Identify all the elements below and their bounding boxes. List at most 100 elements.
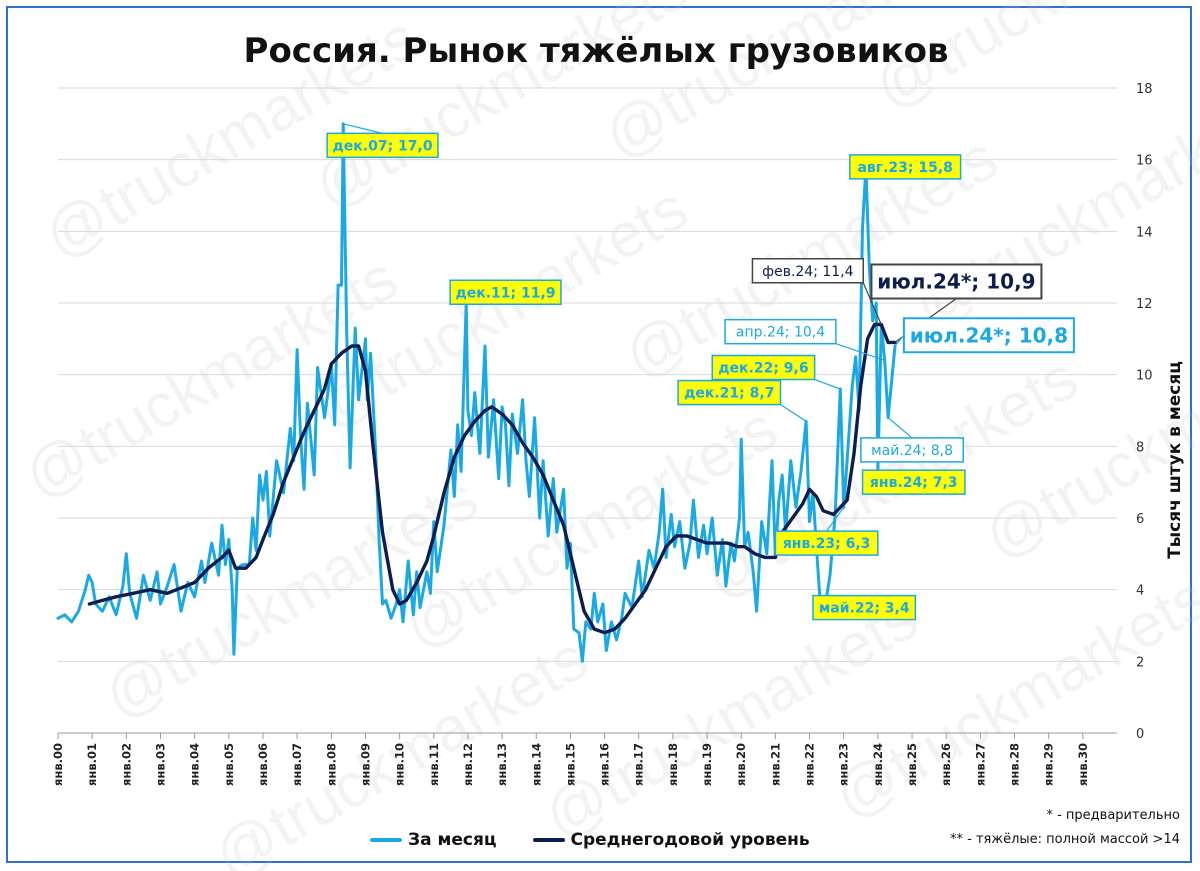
annotation-9: апр.24; 10,4 <box>724 318 885 361</box>
legend-swatch-average <box>532 838 565 842</box>
annotation-text-6: май.22; 3,4 <box>819 601 910 617</box>
annotation-4: дек.21; 8,7 <box>677 379 807 422</box>
x-tick-label-2: янв.02 <box>119 743 133 786</box>
annotation-text-1: дек.11; 11,9 <box>455 285 555 301</box>
x-tick-label-7: янв.07 <box>290 743 304 786</box>
series-layer <box>56 122 897 663</box>
annotation-12: июл.24*; 10,8 <box>894 317 1075 354</box>
x-tick-label-1: янв.01 <box>85 743 99 786</box>
annotation-box-3 <box>711 354 816 381</box>
x-tick-label-25: янв.25 <box>905 743 919 786</box>
annotation-box-8 <box>860 437 964 463</box>
x-tick-label-24: янв.24 <box>871 743 885 786</box>
annotation-1: дек.11; 11,9 <box>449 279 562 305</box>
annotation-text-4: дек.21; 8,7 <box>684 386 774 402</box>
x-tick-label-15: янв.15 <box>563 743 577 786</box>
annotation-text-8: май.24; 8,8 <box>871 443 953 459</box>
y-tick-label-9: 18 <box>1136 82 1153 97</box>
annotation-leader-10 <box>862 282 882 325</box>
chart-title: Россия. Рынок тяжёлых грузовиков <box>244 31 949 71</box>
x-tick-label-5: янв.05 <box>222 743 236 786</box>
x-tick-label-11: янв.11 <box>427 743 441 786</box>
x-tick-label-14: янв.14 <box>529 743 543 786</box>
x-tick-label-4: янв.04 <box>188 743 202 786</box>
annotation-10: фев.24; 11,4 <box>751 258 882 325</box>
annotation-leader-5 <box>826 506 845 532</box>
x-tick-label-19: янв.19 <box>700 743 714 786</box>
footnote-preliminary: * - предварительно <box>1046 808 1180 823</box>
x-tick-label-16: янв.16 <box>598 743 612 786</box>
x-tick-label-29: янв.29 <box>1042 743 1056 786</box>
annotation-text-7: янв.24; 7,3 <box>870 475 958 491</box>
x-tick-label-6: янв.06 <box>256 743 270 786</box>
x-tick-label-18: янв.18 <box>666 743 680 786</box>
annotation-leader-3 <box>814 378 841 390</box>
axis-layer: 0 2 4 6 8 10 12 14 16 18 янв.00 янв.01 янв.02 янв.03 я… <box>51 82 1153 786</box>
annotation-leader-0 <box>343 123 383 134</box>
series-line-monthly <box>56 122 897 663</box>
legend-item-monthly: За месяц <box>370 830 497 850</box>
annotation-layer: дек.07; 17,0 дек.11; 11,9 авг.23; 15,8 дек.… <box>326 123 1075 621</box>
annotation-text-10: фев.24; 11,4 <box>762 264 854 280</box>
y-tick-label-7: 14 <box>1136 225 1153 240</box>
annotation-box-1 <box>449 279 562 305</box>
legend-swatch-monthly <box>370 838 402 842</box>
x-tick-label-30: янв.30 <box>1076 743 1090 786</box>
legend-label-monthly: За месяц <box>408 830 497 850</box>
x-tick-label-27: янв.27 <box>973 743 987 786</box>
annotation-box-6 <box>812 594 917 621</box>
annotation-box-11 <box>870 263 1043 300</box>
legend-item-average: Среднегодовой уровень <box>532 830 810 850</box>
annotation-3: дек.22; 9,6 <box>711 354 841 390</box>
x-tick-label-9: янв.09 <box>358 743 372 786</box>
watermark-layer: @truckmarkets@truckmarkets@truckmarkets@… <box>13 0 1200 871</box>
annotation-box-4 <box>677 379 782 406</box>
x-tick-label-28: янв.28 <box>1008 743 1022 786</box>
x-tick-label-17: янв.17 <box>632 743 646 786</box>
annotation-6: май.22; 3,4 <box>812 594 917 621</box>
y-tick-label-4: 8 <box>1136 440 1144 455</box>
x-tick-label-20: янв.20 <box>734 743 748 786</box>
x-tick-label-3: янв.03 <box>153 743 167 786</box>
x-tick-label-12: янв.12 <box>461 743 475 786</box>
series-line-average <box>87 322 897 635</box>
annotation-box-12 <box>902 317 1075 354</box>
annotation-box-10 <box>751 258 864 284</box>
x-tick-label-8: янв.08 <box>324 743 338 786</box>
legend-label-average: Среднегодовой уровень <box>570 830 810 850</box>
annotation-leader-12 <box>894 334 905 347</box>
annotation-box-7 <box>861 469 966 495</box>
y-axis-label: Тысяч штук в месяц <box>1165 361 1185 559</box>
annotation-text-9: апр.24; 10,4 <box>736 325 825 341</box>
annotation-leader-8 <box>887 417 913 439</box>
x-tick-label-23: янв.23 <box>837 743 851 786</box>
annotation-0: дек.07; 17,0 <box>326 123 439 159</box>
y-tick-label-8: 16 <box>1136 154 1153 169</box>
annotation-7: янв.24; 7,3 <box>861 469 966 495</box>
x-tick-label-13: янв.13 <box>495 743 509 786</box>
annotation-11: июл.24*; 10,9 <box>870 263 1043 343</box>
y-tick-label-5: 10 <box>1136 369 1153 384</box>
annotation-box-2 <box>849 154 962 180</box>
annotation-leader-4 <box>780 404 807 422</box>
annotation-text-0: дек.07; 17,0 <box>332 138 432 154</box>
y-tick-label-6: 12 <box>1136 297 1153 312</box>
annotation-5: янв.23; 6,3 <box>774 506 879 556</box>
annotation-8: май.24; 8,8 <box>860 417 964 463</box>
x-tick-label-26: янв.26 <box>939 743 953 786</box>
annotation-2: авг.23; 15,8 <box>849 154 962 180</box>
annotation-box-0 <box>326 132 439 159</box>
y-tick-label-1: 2 <box>1136 655 1144 670</box>
annotation-text-5: янв.23; 6,3 <box>783 536 871 552</box>
legend: За месяц Среднегодовой уровень <box>370 828 810 852</box>
annotation-box-9 <box>724 318 837 345</box>
annotation-text-2: авг.23; 15,8 <box>857 160 952 176</box>
x-tick-label-10: янв.10 <box>393 743 407 786</box>
x-tick-label-22: янв.22 <box>803 743 817 786</box>
annotation-box-5 <box>774 530 879 556</box>
y-tick-label-2: 4 <box>1136 584 1144 599</box>
annotation-text-11: июл.24*; 10,9 <box>877 270 1035 294</box>
y-tick-label-0: 0 <box>1136 727 1144 742</box>
footnote-heavy: ** - тяжёлые: полной массой >14 <box>950 832 1180 847</box>
